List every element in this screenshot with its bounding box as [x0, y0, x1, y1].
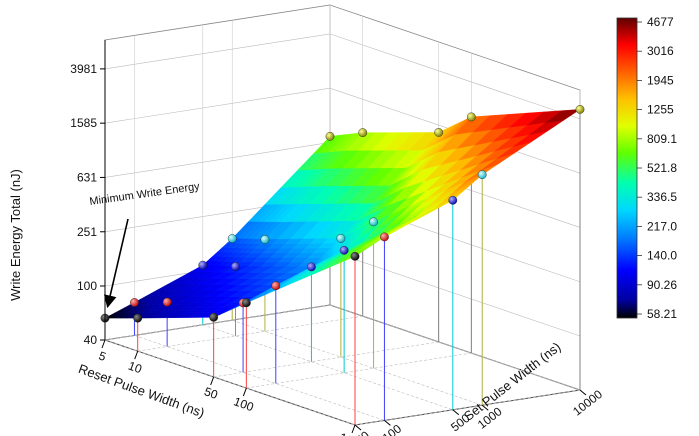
data-point	[271, 281, 281, 291]
x-tick-label: 10	[126, 358, 144, 376]
data-point	[227, 234, 237, 243]
z-tick-label: 100	[77, 279, 97, 293]
grid-line	[354, 389, 581, 426]
data-point	[477, 170, 487, 180]
colorbar-label: 4677	[647, 15, 674, 29]
grid-line	[104, 87, 331, 124]
z-tick-label: 251	[77, 225, 97, 239]
data-point	[466, 112, 476, 122]
x-axis-ticks: 5 10 50 100 1000	[97, 339, 368, 436]
data-point	[209, 312, 219, 322]
colorbar-labels: 4677 3016 1945 1255 809.1 521.8 336.5 217.0 140.…	[637, 15, 677, 321]
grid-line	[329, 250, 581, 337]
x-tick-label: 5	[97, 349, 108, 365]
data-point	[575, 104, 585, 114]
z-tick-label: 3981	[70, 62, 97, 76]
data-point	[241, 298, 251, 308]
grid-line	[104, 33, 331, 70]
x-tick-label: 100	[232, 394, 256, 414]
colorbar-label: 1945	[647, 73, 674, 87]
colorbar-label: 336.5	[647, 190, 677, 204]
annotation-arrow	[103, 218, 129, 309]
colorbar-label: 521.8	[647, 161, 677, 175]
y-tick-mark	[354, 424, 362, 431]
grid-line	[232, 319, 483, 406]
y-tick-mark	[384, 420, 391, 426]
colorbar-label: 140.0	[647, 249, 677, 263]
colorbar-label: 1255	[647, 103, 674, 117]
grid-line	[104, 339, 356, 426]
y-tick-label: 100	[380, 421, 405, 436]
y-tick-mark	[481, 404, 489, 411]
grid-line	[137, 315, 363, 352]
x-tick-mark	[210, 376, 215, 386]
data-point	[260, 235, 270, 244]
data-point	[198, 260, 208, 270]
grid-line	[329, 33, 581, 120]
data-point	[307, 262, 316, 272]
grid-line	[202, 324, 453, 411]
data-point	[434, 128, 444, 137]
data-point	[133, 313, 143, 323]
x-tick-mark	[351, 424, 356, 434]
z-tick-label: 40	[84, 333, 98, 347]
data-point	[231, 262, 240, 271]
x-tick-label: 50	[202, 384, 220, 402]
y-tick-label: 10000	[570, 387, 605, 419]
data-point	[369, 217, 378, 227]
colorbar-label: 58.21	[647, 307, 677, 321]
x-tick-mark	[242, 387, 247, 397]
y-tick-mark	[579, 389, 587, 396]
x-axis-label: Reset Pulse Width (ns)	[77, 361, 207, 421]
data-point	[339, 245, 349, 255]
grid-line	[104, 142, 331, 178]
data-point	[325, 131, 335, 141]
grid-line	[104, 304, 331, 341]
y-tick-mark	[452, 409, 460, 416]
z-axis-ticks: 3981 1585 631 251 100 40	[70, 40, 106, 347]
z-tick-label: 631	[77, 170, 97, 184]
data-point	[358, 128, 368, 138]
colorbar-label: 809.1	[647, 132, 677, 146]
y-tick-label: 50	[353, 428, 372, 436]
data-point	[130, 298, 139, 307]
data-point	[162, 297, 172, 307]
data-point	[336, 234, 346, 243]
x-tick-mark	[134, 350, 139, 360]
data-point	[448, 195, 458, 205]
grid-line	[134, 335, 385, 421]
colorbar-label: 3016	[647, 44, 674, 58]
x-tick-label: 1000	[337, 430, 367, 436]
x-tick-mark	[101, 339, 106, 349]
grid-line	[329, 304, 581, 391]
z-axis-label: Write Energy Total (nJ)	[8, 169, 23, 301]
colorbar	[616, 17, 638, 319]
energy-surface	[104, 109, 581, 319]
grid-line	[213, 341, 439, 378]
grid-line	[246, 352, 472, 389]
z-tick-label: 1585	[70, 116, 97, 130]
colorbar-label: 90.26	[647, 278, 677, 292]
data-points	[100, 104, 585, 323]
colorbar-label: 217.0	[647, 219, 677, 233]
data-point	[380, 232, 389, 242]
data-point	[350, 251, 360, 261]
